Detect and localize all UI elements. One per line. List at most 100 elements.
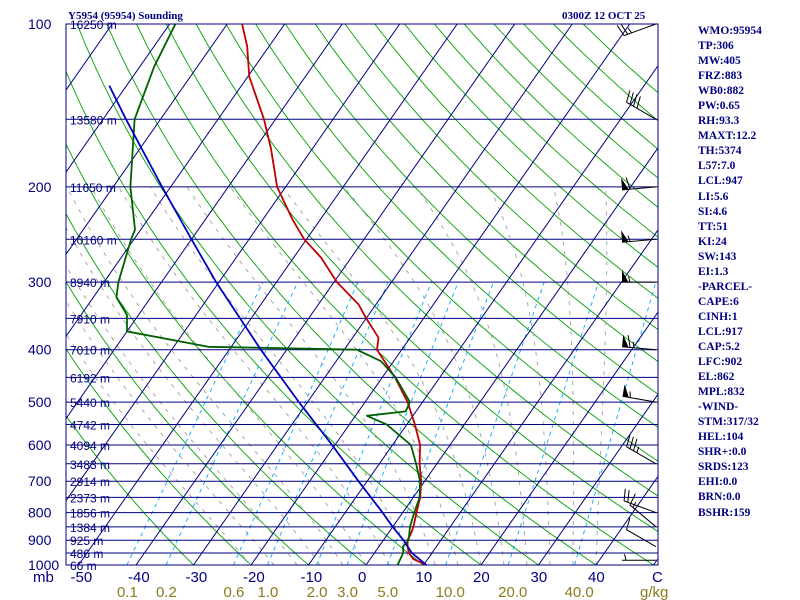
wind-barb [626,434,657,465]
mixing-ratio-tick-label: 1.0 [258,584,279,600]
index-item: BSHR:159 [698,506,751,519]
isobars [66,23,658,566]
height-label: 10160 m [70,233,117,247]
mixing-ratio-labels: 0.1 0.2 0.6 1.0 2.0 3.0 5.0 10.0 20.0 40.0 [117,584,594,600]
mixing-ratio-tick-label: 0.2 [156,584,177,600]
index-item: LCL:917 [698,325,743,338]
index-item: TT:51 [698,220,728,233]
wind-barb [616,23,657,37]
index-item: FRZ:883 [698,70,743,83]
sounding-profiles [108,24,427,565]
height-labels: 16250 m 13580 m 11650 m 10160 m 8940 m 7910 m… [70,18,117,573]
height-label: 13580 m [70,113,117,127]
height-label: 7010 m [70,344,110,358]
wind-barb [621,177,657,191]
moist-adiabat-line [229,186,459,565]
height-label: 7910 m [70,312,110,326]
height-label: 16250 m [70,18,117,32]
isotherm-line [66,24,401,502]
height-label: 1856 m [70,507,110,521]
index-item: -PARCEL- [698,280,753,293]
temperature-tick-label: 40 [588,569,605,586]
moist-adiabat-line [281,186,482,565]
mixing-ratio-tick-label: 0.1 [117,584,138,600]
mixing-ratio-tick-label: 20.0 [498,584,527,600]
isotherm-line [308,64,658,565]
pressure-tick-label: 800 [28,505,52,521]
dry-adiabat-line [195,24,658,497]
mixing-ratio-line [267,281,389,565]
wind-barb [626,517,657,548]
index-item: EHI:0.0 [698,476,738,489]
index-item: EI:1.3 [698,265,729,278]
mixing-ratio-tick-label: 40.0 [565,584,594,600]
height-label: 3483 m [70,458,110,472]
moist-adiabat-line [66,265,298,565]
height-label: 4742 m [70,419,110,433]
pressure-tick-label: 700 [28,473,52,489]
temperature-tick-label: C [652,569,663,586]
isotherm-line [365,146,658,565]
mixing-ratio-line [346,281,459,565]
dry-adiabat-line [553,24,658,122]
index-item: MPL:832 [698,386,745,399]
pressure-unit-label: mb [33,569,54,586]
valid-time: 0300Z 12 OCT 25 [562,10,646,22]
sounding-indices-panel: WMO:95954 TP:306 MW:405 FRZ:883 WB0:882 PW:0.… [698,24,762,521]
dry-adiabat-line [136,24,654,565]
index-item: TH:5374 [698,145,742,158]
isotherm-line [66,24,171,174]
temperature-profile-line [241,24,427,565]
height-label: 486 m [70,547,103,561]
index-item: CAPE:6 [698,295,739,308]
index-item: MW:405 [698,55,741,68]
index-item: -WIND- [698,401,739,414]
moist-adiabat-line [595,186,608,565]
isotherm-line [423,229,658,565]
height-label: 8940 m [70,276,110,290]
isotherms [66,24,658,565]
mixing-ratio-line [574,281,657,565]
moist-adiabat-line [149,186,413,565]
isotherm-line [66,24,286,338]
temperature-tick-label: -10 [301,569,323,586]
mixing-ratio-tick-label: 5.0 [377,584,398,600]
temperature-labels: -50 -40 -30 -20 -10 0 10 20 30 40 C [71,569,664,586]
index-item: CINH:1 [698,310,738,323]
height-label: 4094 m [70,439,110,453]
index-item: TP:306 [698,40,734,53]
index-item: SI:4.6 [698,205,728,218]
isotherm-line [480,311,658,565]
index-item: LCL:947 [698,175,743,188]
index-item: CAP:5.2 [698,340,740,353]
mixing-ratio-tick-label: 2.0 [307,584,328,600]
index-item: WMO:95954 [698,25,762,37]
wind-barbs [616,23,657,561]
index-item: KI:24 [698,235,727,248]
wind-barb [621,230,657,243]
mixing-ratio-line [126,281,264,565]
dewpoint-profile-line [115,24,422,565]
index-item: BRN:0.0 [698,491,741,504]
index-item: PW:0.65 [698,100,740,113]
station-title: Y5954 (95954) Sounding [68,10,183,22]
index-item: SW:143 [698,250,737,263]
mixing-ratio-lines [126,281,657,565]
moist-adiabat-line [553,186,574,565]
index-item: RH:93.3 [698,115,740,128]
isotherm-line [193,24,573,565]
dry-adiabat-line [165,24,658,533]
moist-adiabat-line [186,186,436,565]
index-item: LI:5.6 [698,190,729,203]
wind-barb [622,384,657,403]
parcel-profile-line [108,85,427,565]
height-label: 925 m [70,534,103,548]
pressure-tick-label: 300 [28,274,52,290]
pressure-tick-label: 600 [28,437,52,453]
wind-barb [626,90,657,120]
isotherm-line [250,24,631,565]
temperature-tick-label: -20 [243,569,265,586]
moist-adiabat-line [344,186,505,565]
wind-barb [622,270,656,283]
index-item: STM:317/32 [698,416,759,429]
